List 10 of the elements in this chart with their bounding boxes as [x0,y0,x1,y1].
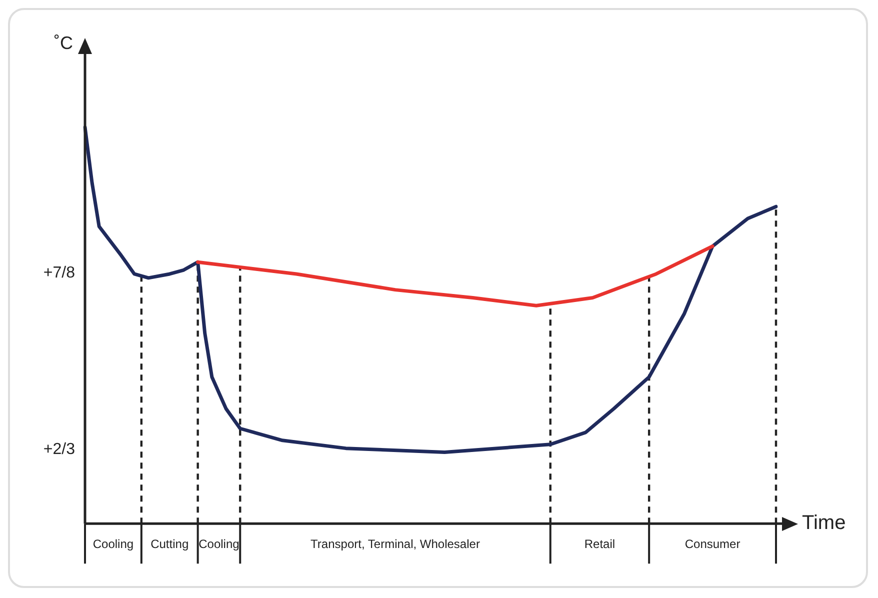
x-tick-label: Cutting [150,537,189,552]
x-tick-label: Transport, Terminal, Wholesaler [310,537,480,552]
y-axis-title: ˚C [54,32,73,53]
text: +7/8 [43,264,76,282]
x-tick-label: Cooling [198,537,240,552]
x-axis-title: Time [802,512,846,534]
x-tick-label: Consumer [684,537,740,552]
x-tick-label: Retail [584,537,616,552]
text: +2/3 [43,440,76,458]
x-tick-label: Cooling [92,537,134,552]
